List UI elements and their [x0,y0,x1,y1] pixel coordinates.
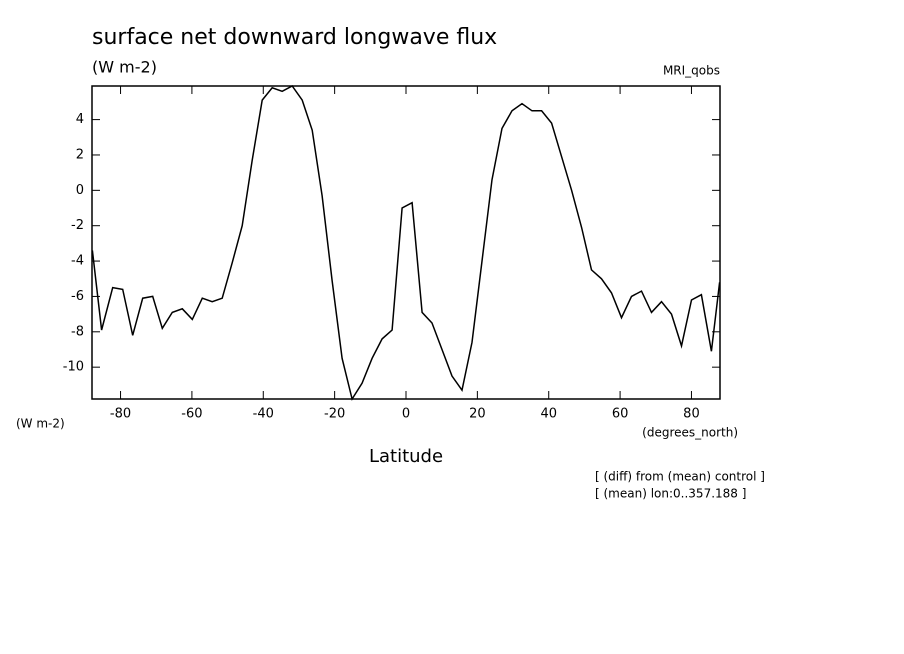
x-tick-label: 80 [683,407,700,422]
x-tick-label: 20 [469,407,486,422]
y-tick-label: 2 [76,147,84,162]
x-tick-label: -80 [110,407,131,422]
x-tick-label: -60 [181,407,202,422]
annotation: [ (diff) from (mean) control ] [595,470,765,484]
x-tick-label: 0 [402,407,410,422]
x-tick-label: -40 [253,407,274,422]
x-tick-label: 40 [540,407,557,422]
plot-frame [91,85,721,400]
y-tick-label: -6 [71,289,84,304]
y-tick-label: 0 [76,183,84,198]
x-axis-label: Latitude [369,446,443,467]
chart-title: surface net downward longwave flux [92,25,497,50]
y-tick-label: -8 [71,324,84,339]
data-line [91,85,721,401]
annotation: [ (mean) lon:0..357.188 ] [595,487,746,501]
y-axis-label: (W m-2) [16,417,65,431]
units-top: (W m-2) [92,58,157,77]
y-tick-label: -10 [63,360,84,375]
model-label: MRI_qobs [663,64,720,78]
y-tick-label: 4 [76,112,84,127]
y-tick-label: -2 [71,218,84,233]
y-tick-label: -4 [71,254,84,269]
x-tick-label: -20 [324,407,345,422]
x-tick-label: 60 [612,407,629,422]
x-units-label: (degrees_north) [642,426,738,440]
